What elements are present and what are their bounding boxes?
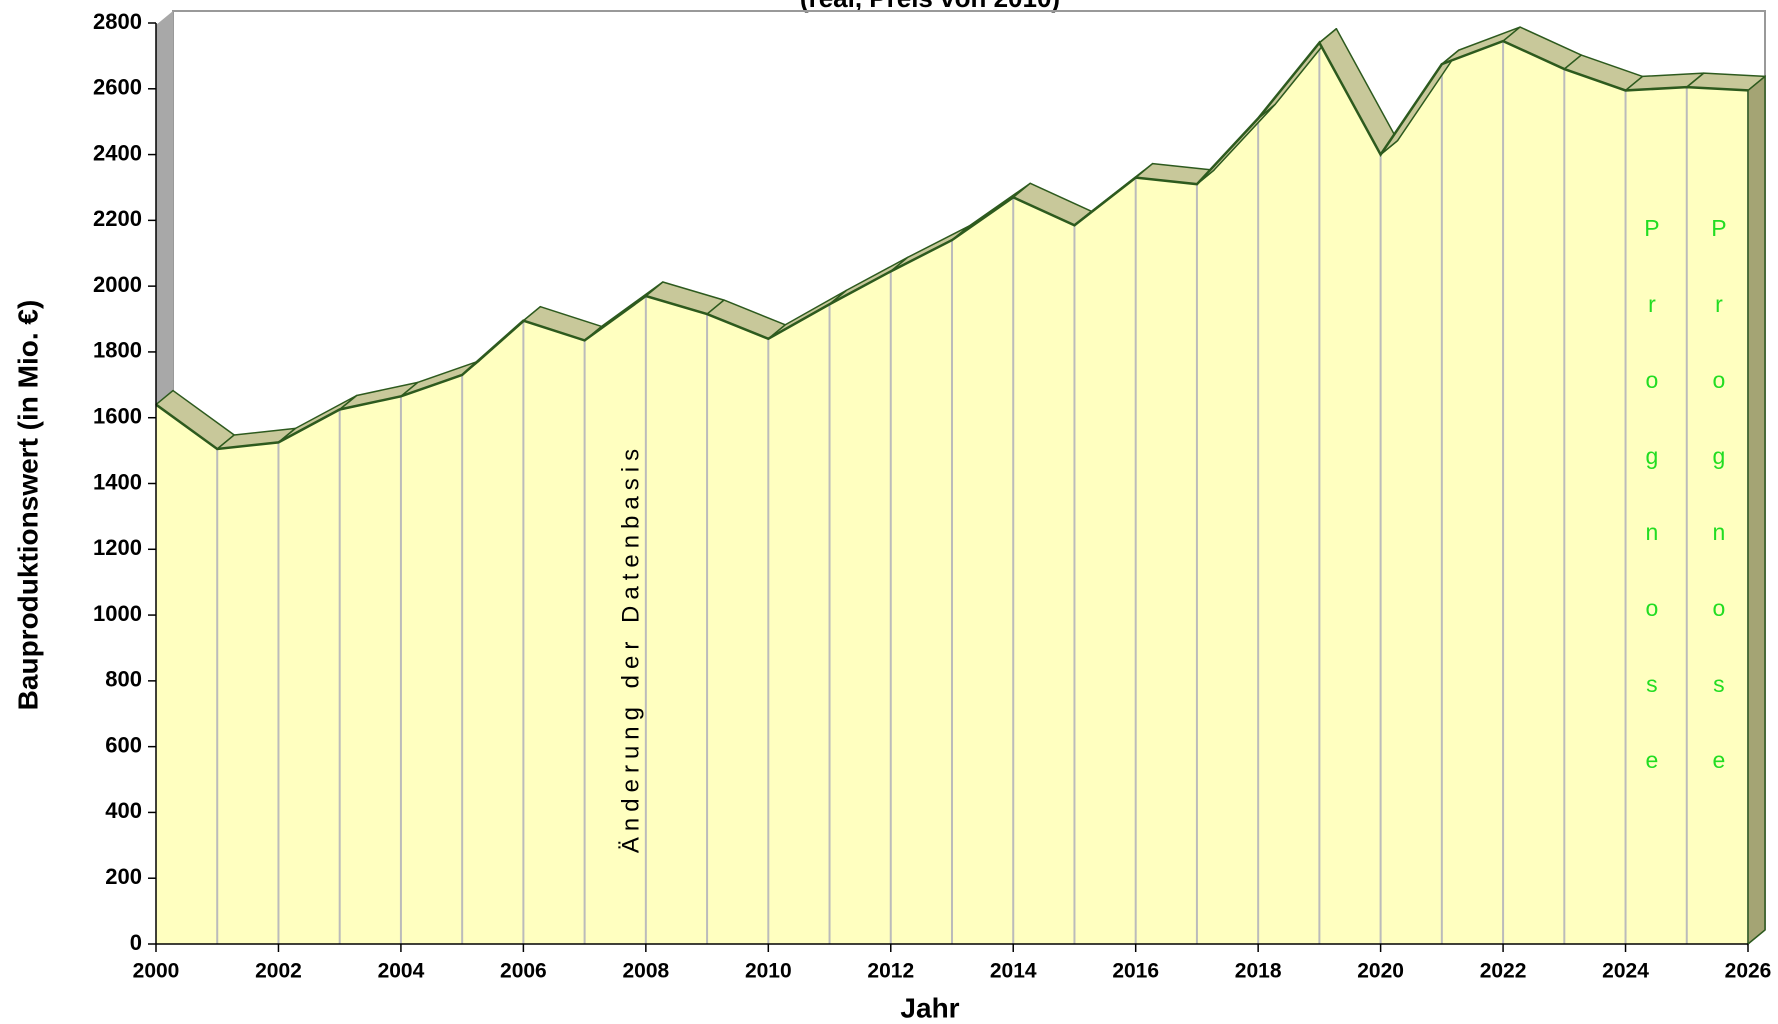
x-axis-label: Jahr xyxy=(900,992,959,1023)
y-tick-label: 600 xyxy=(105,732,142,757)
y-tick-label: 1000 xyxy=(93,601,142,626)
x-tick-label: 2024 xyxy=(1602,960,1649,983)
area-line xyxy=(155,39,1749,451)
y-tick-label: 1800 xyxy=(93,338,142,363)
y-tick-label: 400 xyxy=(105,798,142,823)
x-tick-label: 2000 xyxy=(133,960,180,983)
end-wall xyxy=(1747,74,1766,946)
annotation: Prognose xyxy=(1639,215,1665,823)
y-tick-label: 2000 xyxy=(93,272,142,297)
annotation: Prognose xyxy=(1706,215,1732,823)
x-tick-label: 2004 xyxy=(378,960,425,983)
x-tick-label: 2020 xyxy=(1357,960,1404,983)
x-tick-label: 2008 xyxy=(622,960,669,983)
x-tick-label: 2014 xyxy=(990,960,1037,983)
y-tick-label: 2200 xyxy=(93,206,142,231)
y-tick-label: 800 xyxy=(105,667,142,692)
y-tick-label: 1200 xyxy=(93,535,142,560)
x-tick-label: 2018 xyxy=(1235,960,1282,983)
x-tick-label: 2026 xyxy=(1725,960,1772,983)
y-tick-label: 1600 xyxy=(93,404,142,429)
x-tick-label: 2006 xyxy=(500,960,547,983)
y-tick-label: 2400 xyxy=(93,140,142,165)
y-tick-label: 200 xyxy=(105,864,142,889)
x-tick-label: 2016 xyxy=(1112,960,1159,983)
y-tick-label: 2800 xyxy=(93,9,142,34)
annotation: Änderung der Datenbasis xyxy=(617,443,644,853)
x-tick-label: 2012 xyxy=(867,960,914,983)
y-tick-label: 2600 xyxy=(93,75,142,100)
x-tick-label: 2022 xyxy=(1480,960,1527,983)
chart-subtitle: (real, Preis von 2010) xyxy=(800,0,1060,13)
y-tick-label: 1400 xyxy=(93,469,142,494)
y-axis-label: Bauproduktionswert (in Mio. €) xyxy=(12,300,43,711)
y-tick-label: 0 xyxy=(130,930,142,955)
x-tick-label: 2010 xyxy=(745,960,792,983)
x-tick-label: 2002 xyxy=(255,960,302,983)
